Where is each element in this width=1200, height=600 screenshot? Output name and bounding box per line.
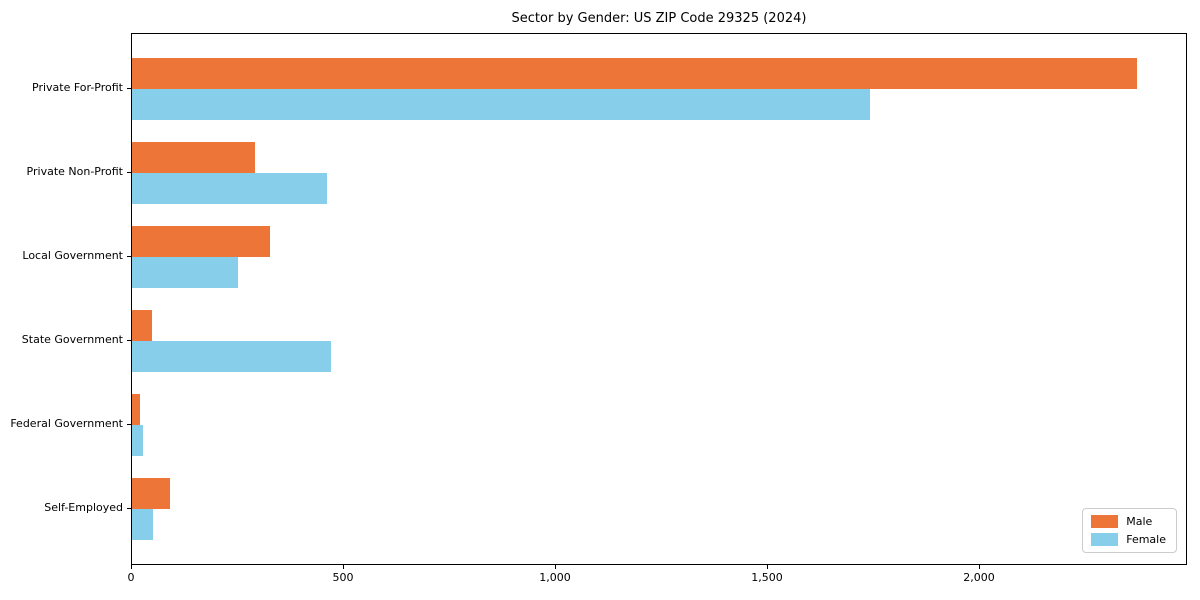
x-axis-tick-label: 2,000 — [963, 571, 995, 584]
y-axis-category-label: Local Government — [22, 249, 123, 262]
y-axis-tick — [127, 172, 131, 173]
bar-female-6 — [132, 509, 153, 540]
x-axis-tick — [131, 565, 132, 569]
bar-male-4 — [132, 310, 152, 341]
y-axis-tick — [127, 88, 131, 89]
x-axis-tick-label: 500 — [332, 571, 354, 584]
legend-label-female: Female — [1126, 533, 1166, 546]
x-axis-tick — [343, 565, 344, 569]
x-axis-tick-label: 1,500 — [751, 571, 783, 584]
bar-female-3 — [132, 257, 238, 288]
bar-female-4 — [132, 341, 331, 372]
bar-male-2 — [132, 142, 255, 173]
bar-male-1 — [132, 58, 1137, 89]
chart-title: Sector by Gender: US ZIP Code 29325 (202… — [511, 11, 807, 26]
x-axis-tick — [979, 565, 980, 569]
legend-label-male: Male — [1126, 515, 1153, 528]
y-axis-category-label: Self-Employed — [44, 501, 123, 514]
legend: Male Female — [1082, 508, 1177, 553]
y-axis-tick — [127, 508, 131, 509]
legend-entry-female: Female — [1091, 533, 1166, 546]
y-axis-category-label: Federal Government — [10, 417, 123, 430]
bar-female-5 — [132, 425, 143, 456]
bar-male-3 — [132, 226, 270, 257]
plot-area: Male Female — [131, 33, 1187, 565]
x-axis-tick — [555, 565, 556, 569]
bar-female-1 — [132, 89, 870, 120]
x-axis-tick-label: 0 — [127, 571, 135, 584]
y-axis-category-label: State Government — [21, 333, 123, 346]
x-axis-tick-label: 1,000 — [539, 571, 571, 584]
x-axis-tick — [767, 565, 768, 569]
male-series-swatch-icon — [1091, 515, 1119, 528]
bar-male-6 — [132, 478, 170, 509]
y-axis-tick — [127, 424, 131, 425]
y-axis-tick — [127, 256, 131, 257]
bar-male-5 — [132, 394, 140, 425]
bar-female-2 — [132, 173, 327, 204]
y-axis-category-label: Private For-Profit — [32, 81, 123, 94]
legend-entry-male: Male — [1091, 515, 1166, 528]
y-axis-tick — [127, 340, 131, 341]
y-axis-category-label: Private Non-Profit — [26, 165, 123, 178]
female-series-swatch-icon — [1091, 533, 1119, 546]
